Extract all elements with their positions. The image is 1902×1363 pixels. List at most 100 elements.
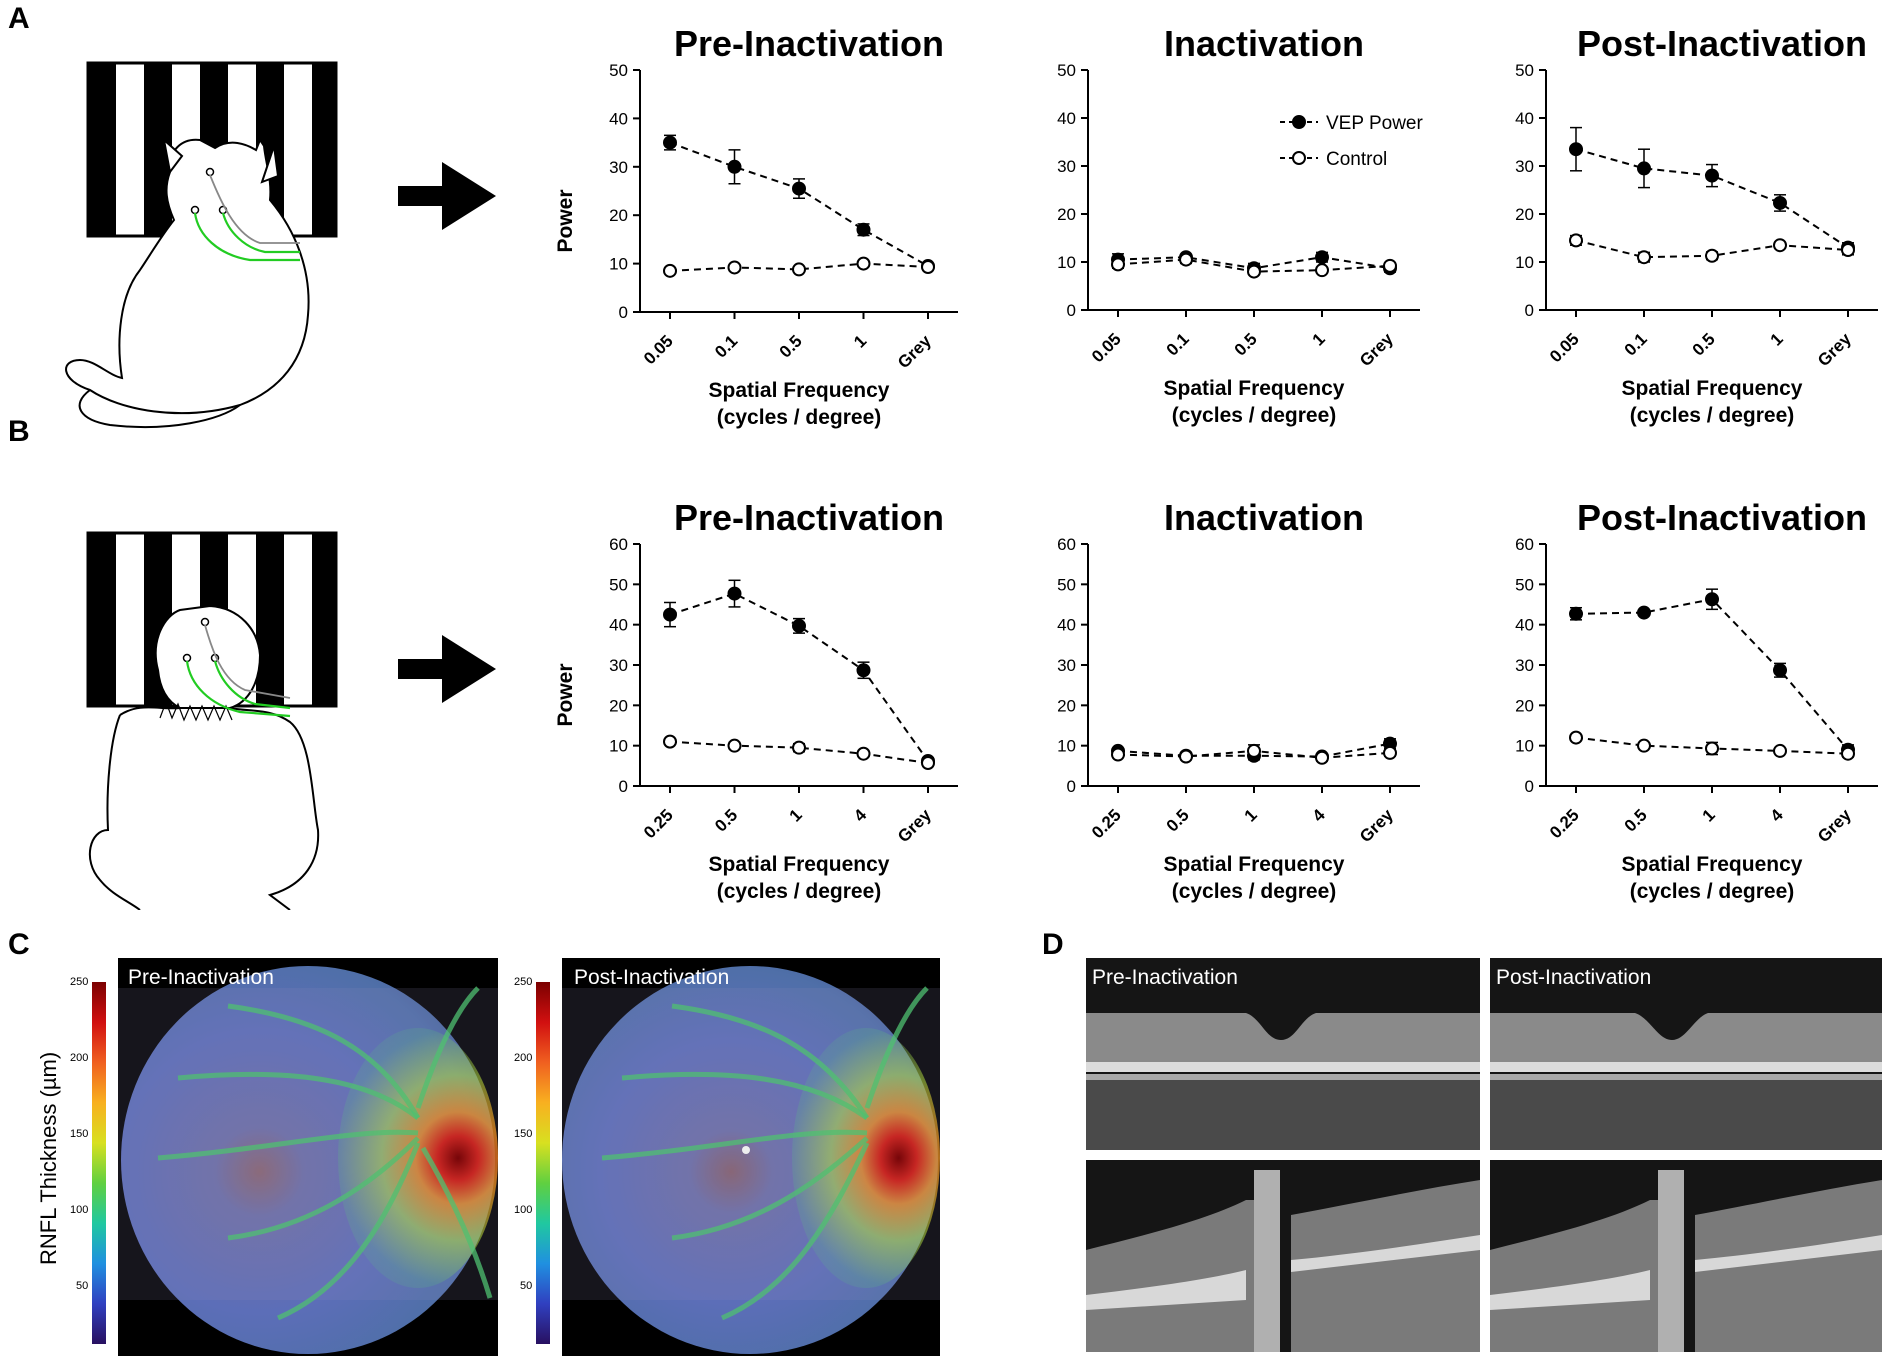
y-axis-label: Power xyxy=(554,663,577,726)
x-tick-label: 1 xyxy=(1699,805,1719,825)
y-tick-label: 40 xyxy=(1515,616,1534,635)
x-tick-label: 1 xyxy=(1767,329,1787,349)
data-point xyxy=(1773,743,1787,758)
primate-grating-illustration xyxy=(86,531,338,910)
y-tick-label: 40 xyxy=(1057,109,1076,128)
x-tick-label: Grey xyxy=(894,331,935,372)
grating-stripe xyxy=(88,63,116,236)
y-tick-label: 40 xyxy=(1515,109,1534,128)
y-tick-label: 0 xyxy=(1525,301,1534,320)
fundus-post-label: Post-Inactivation xyxy=(574,966,730,989)
y-tick-label: 40 xyxy=(609,616,628,635)
x-tick-label: 1 xyxy=(850,331,870,351)
y-tick-label: 50 xyxy=(609,575,628,594)
oct-macula-pre xyxy=(1086,958,1480,1150)
grating-stripe xyxy=(312,63,336,236)
data-point xyxy=(1569,233,1583,248)
arrow-icon xyxy=(398,162,496,230)
x-tick-label: 0.5 xyxy=(711,805,741,835)
x-tick-label: Grey xyxy=(1356,329,1397,370)
data-point xyxy=(856,256,871,271)
fundus-image-pre xyxy=(118,958,498,1356)
data-point xyxy=(727,159,742,174)
x-axis-label: Spatial Frequency xyxy=(1622,853,1803,876)
x-axis-label: Spatial Frequency xyxy=(709,379,890,402)
x-tick-label: 0.5 xyxy=(1621,805,1651,835)
x-tick-label: 0.25 xyxy=(640,805,677,842)
x-tick-label: Grey xyxy=(1814,329,1855,370)
y-tick-label: 0 xyxy=(1525,777,1534,796)
series-line xyxy=(1575,598,1849,751)
data-point xyxy=(1705,168,1719,183)
data-point xyxy=(1179,252,1193,267)
y-tick-label: 40 xyxy=(1057,616,1076,635)
grating-stripe xyxy=(256,533,284,706)
oct-onh-pre xyxy=(1086,1160,1480,1352)
y-tick-label: 0 xyxy=(619,303,628,322)
y-tick-label: 50 xyxy=(1515,575,1534,594)
y-tick-label: 50 xyxy=(1515,61,1534,80)
y-tick-label: 10 xyxy=(609,737,628,756)
data-point xyxy=(1705,248,1719,263)
x-tick-label: 0.1 xyxy=(711,331,741,361)
x-tick-label: 0.5 xyxy=(1689,329,1719,359)
chart-title: Pre-Inactivation xyxy=(674,23,944,64)
x-tick-label: 1 xyxy=(1241,805,1261,825)
legend-label-vep: VEP Power xyxy=(1326,113,1423,134)
data-point xyxy=(663,607,677,622)
colorbar-tick: 150 xyxy=(70,1128,89,1140)
data-point xyxy=(1637,250,1651,265)
y-tick-label: 50 xyxy=(1057,575,1076,594)
x-axis-label: Spatial Frequency xyxy=(1164,853,1345,876)
data-point xyxy=(1569,142,1583,157)
x-tick-label: 0.05 xyxy=(640,331,677,368)
colorbar-tick: 250 xyxy=(70,976,89,988)
colorbar-left xyxy=(92,982,106,1344)
data-point xyxy=(727,738,742,753)
y-tick-label: 30 xyxy=(609,656,628,675)
x-axis-unit-label: (cycles / degree) xyxy=(717,880,882,903)
y-tick-label: 10 xyxy=(609,255,628,274)
x-tick-label: Grey xyxy=(894,805,935,846)
x-tick-label: 0.1 xyxy=(1163,329,1193,359)
panel-label-b: B xyxy=(8,415,30,448)
x-tick-label: Grey xyxy=(1356,805,1397,846)
data-point xyxy=(1841,243,1855,257)
cat-tail xyxy=(78,389,241,428)
y-tick-label: 40 xyxy=(609,109,628,128)
y-tick-label: 50 xyxy=(1057,61,1076,80)
x-axis-label: Spatial Frequency xyxy=(1164,377,1345,400)
series-line xyxy=(669,141,929,267)
x-axis-unit-label: (cycles / degree) xyxy=(717,406,882,429)
y-tick-label: 30 xyxy=(1515,656,1534,675)
x-tick-label: 4 xyxy=(1767,805,1788,826)
data-point xyxy=(921,756,935,771)
y-tick-label: 0 xyxy=(1067,301,1076,320)
x-tick-label: 1 xyxy=(1309,329,1329,349)
y-tick-label: 60 xyxy=(1515,535,1534,554)
legend-label-control: Control xyxy=(1326,149,1387,170)
y-tick-label: 60 xyxy=(1057,535,1076,554)
data-point xyxy=(856,663,871,678)
data-point xyxy=(1383,258,1397,273)
x-tick-label: 0.05 xyxy=(1088,329,1125,366)
cat-body xyxy=(65,137,310,415)
data-point xyxy=(792,740,806,755)
colorbar-tick: 100 xyxy=(70,1204,89,1216)
x-tick-label: 0.5 xyxy=(1163,805,1193,835)
data-point xyxy=(1315,750,1329,765)
chart-title: Inactivation xyxy=(1164,23,1364,64)
foveal-reflex xyxy=(742,1146,750,1154)
ground-wire xyxy=(209,174,300,244)
data-point xyxy=(1773,195,1787,210)
data-point xyxy=(1637,738,1651,753)
data-point xyxy=(792,618,806,633)
data-point xyxy=(792,262,806,277)
y-tick-label: 20 xyxy=(1515,696,1534,715)
y-tick-label: 50 xyxy=(609,61,628,80)
cat-ear-left xyxy=(162,137,184,175)
data-point xyxy=(1247,743,1261,758)
panel-label-a: A xyxy=(8,2,30,35)
y-tick-label: 30 xyxy=(609,158,628,177)
y-tick-label: 20 xyxy=(1057,205,1076,224)
